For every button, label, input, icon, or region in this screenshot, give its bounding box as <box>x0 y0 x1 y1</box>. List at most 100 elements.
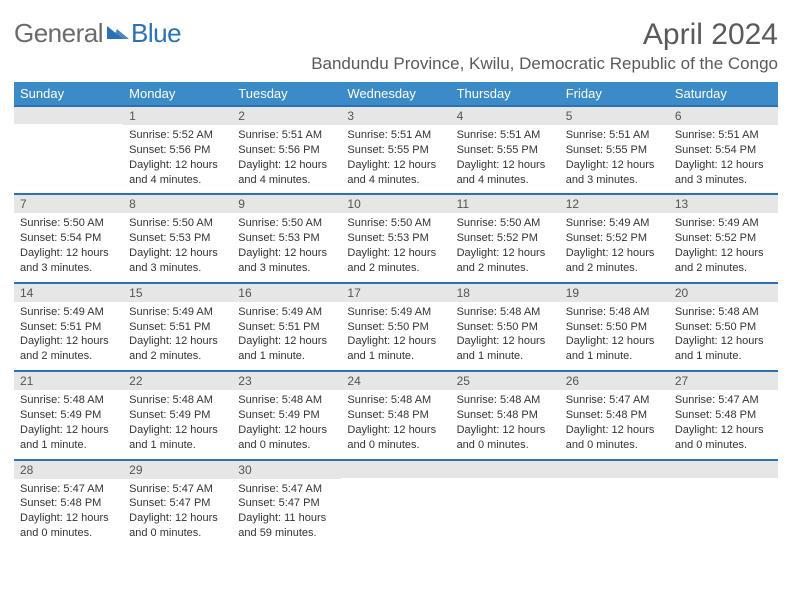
calendar-cell: 10Sunrise: 5:50 AMSunset: 5:53 PMDayligh… <box>341 193 450 281</box>
day-detail: Sunrise: 5:48 AMSunset: 5:48 PMDaylight:… <box>451 390 560 458</box>
calendar-cell <box>451 459 560 547</box>
calendar-cell: 27Sunrise: 5:47 AMSunset: 5:48 PMDayligh… <box>669 370 778 458</box>
calendar-cell: 19Sunrise: 5:48 AMSunset: 5:50 PMDayligh… <box>560 282 669 370</box>
day-number: 15 <box>123 282 232 302</box>
calendar-body: 1Sunrise: 5:52 AMSunset: 5:56 PMDaylight… <box>14 105 778 547</box>
day-detail: Sunrise: 5:50 AMSunset: 5:54 PMDaylight:… <box>14 213 123 281</box>
calendar-cell: 13Sunrise: 5:49 AMSunset: 5:52 PMDayligh… <box>669 193 778 281</box>
location-line: Bandundu Province, Kwilu, Democratic Rep… <box>14 54 778 74</box>
calendar-cell: 22Sunrise: 5:48 AMSunset: 5:49 PMDayligh… <box>123 370 232 458</box>
day-detail: Sunrise: 5:50 AMSunset: 5:52 PMDaylight:… <box>451 213 560 281</box>
day-detail: Sunrise: 5:49 AMSunset: 5:52 PMDaylight:… <box>560 213 669 281</box>
calendar-cell: 28Sunrise: 5:47 AMSunset: 5:48 PMDayligh… <box>14 459 123 547</box>
day-number: 13 <box>669 193 778 213</box>
day-number: 29 <box>123 459 232 479</box>
weekday-header: Friday <box>560 82 669 105</box>
empty-day <box>14 105 123 124</box>
day-detail: Sunrise: 5:49 AMSunset: 5:50 PMDaylight:… <box>341 302 450 370</box>
calendar-cell: 9Sunrise: 5:50 AMSunset: 5:53 PMDaylight… <box>232 193 341 281</box>
day-number: 23 <box>232 370 341 390</box>
logo-text-general: General <box>14 18 103 49</box>
day-number: 25 <box>451 370 560 390</box>
day-detail: Sunrise: 5:49 AMSunset: 5:51 PMDaylight:… <box>232 302 341 370</box>
calendar-cell: 30Sunrise: 5:47 AMSunset: 5:47 PMDayligh… <box>232 459 341 547</box>
day-detail: Sunrise: 5:52 AMSunset: 5:56 PMDaylight:… <box>123 125 232 193</box>
calendar-cell: 8Sunrise: 5:50 AMSunset: 5:53 PMDaylight… <box>123 193 232 281</box>
day-detail: Sunrise: 5:49 AMSunset: 5:51 PMDaylight:… <box>123 302 232 370</box>
weekday-header: Wednesday <box>341 82 450 105</box>
calendar-cell: 23Sunrise: 5:48 AMSunset: 5:49 PMDayligh… <box>232 370 341 458</box>
day-detail: Sunrise: 5:48 AMSunset: 5:49 PMDaylight:… <box>14 390 123 458</box>
logo-triangle-icon <box>107 24 129 47</box>
day-number: 19 <box>560 282 669 302</box>
day-detail: Sunrise: 5:48 AMSunset: 5:49 PMDaylight:… <box>232 390 341 458</box>
day-number: 10 <box>341 193 450 213</box>
empty-day <box>341 459 450 478</box>
calendar-cell: 15Sunrise: 5:49 AMSunset: 5:51 PMDayligh… <box>123 282 232 370</box>
day-number: 3 <box>341 105 450 125</box>
day-detail: Sunrise: 5:48 AMSunset: 5:50 PMDaylight:… <box>669 302 778 370</box>
empty-day <box>560 459 669 478</box>
weekday-header: Tuesday <box>232 82 341 105</box>
day-number: 16 <box>232 282 341 302</box>
calendar-cell <box>669 459 778 547</box>
header: General Blue April 2024 <box>14 18 778 52</box>
day-detail: Sunrise: 5:49 AMSunset: 5:51 PMDaylight:… <box>14 302 123 370</box>
day-number: 27 <box>669 370 778 390</box>
calendar-cell: 2Sunrise: 5:51 AMSunset: 5:56 PMDaylight… <box>232 105 341 193</box>
day-detail: Sunrise: 5:50 AMSunset: 5:53 PMDaylight:… <box>341 213 450 281</box>
calendar-cell: 25Sunrise: 5:48 AMSunset: 5:48 PMDayligh… <box>451 370 560 458</box>
calendar-cell: 14Sunrise: 5:49 AMSunset: 5:51 PMDayligh… <box>14 282 123 370</box>
day-number: 28 <box>14 459 123 479</box>
calendar-cell <box>560 459 669 547</box>
day-number: 21 <box>14 370 123 390</box>
day-number: 5 <box>560 105 669 125</box>
calendar-cell: 4Sunrise: 5:51 AMSunset: 5:55 PMDaylight… <box>451 105 560 193</box>
day-detail: Sunrise: 5:50 AMSunset: 5:53 PMDaylight:… <box>232 213 341 281</box>
calendar-cell: 21Sunrise: 5:48 AMSunset: 5:49 PMDayligh… <box>14 370 123 458</box>
calendar-cell: 11Sunrise: 5:50 AMSunset: 5:52 PMDayligh… <box>451 193 560 281</box>
day-detail: Sunrise: 5:48 AMSunset: 5:50 PMDaylight:… <box>451 302 560 370</box>
day-detail: Sunrise: 5:50 AMSunset: 5:53 PMDaylight:… <box>123 213 232 281</box>
day-number: 2 <box>232 105 341 125</box>
month-title: April 2024 <box>643 18 778 52</box>
weekday-header: Sunday <box>14 82 123 105</box>
calendar-cell: 6Sunrise: 5:51 AMSunset: 5:54 PMDaylight… <box>669 105 778 193</box>
weekday-row: SundayMondayTuesdayWednesdayThursdayFrid… <box>14 82 778 105</box>
calendar-table: SundayMondayTuesdayWednesdayThursdayFrid… <box>14 82 778 547</box>
day-detail: Sunrise: 5:47 AMSunset: 5:48 PMDaylight:… <box>669 390 778 458</box>
calendar-cell: 29Sunrise: 5:47 AMSunset: 5:47 PMDayligh… <box>123 459 232 547</box>
day-detail: Sunrise: 5:48 AMSunset: 5:48 PMDaylight:… <box>341 390 450 458</box>
day-number: 24 <box>341 370 450 390</box>
empty-day <box>669 459 778 478</box>
empty-day <box>451 459 560 478</box>
calendar-cell <box>14 105 123 193</box>
weekday-header: Monday <box>123 82 232 105</box>
calendar-cell <box>341 459 450 547</box>
day-number: 20 <box>669 282 778 302</box>
logo-text-blue: Blue <box>131 18 181 49</box>
calendar-cell: 12Sunrise: 5:49 AMSunset: 5:52 PMDayligh… <box>560 193 669 281</box>
weekday-header: Saturday <box>669 82 778 105</box>
calendar-cell: 16Sunrise: 5:49 AMSunset: 5:51 PMDayligh… <box>232 282 341 370</box>
day-number: 7 <box>14 193 123 213</box>
day-detail: Sunrise: 5:49 AMSunset: 5:52 PMDaylight:… <box>669 213 778 281</box>
day-detail: Sunrise: 5:51 AMSunset: 5:54 PMDaylight:… <box>669 125 778 193</box>
day-detail: Sunrise: 5:48 AMSunset: 5:49 PMDaylight:… <box>123 390 232 458</box>
day-detail: Sunrise: 5:51 AMSunset: 5:56 PMDaylight:… <box>232 125 341 193</box>
calendar-cell: 26Sunrise: 5:47 AMSunset: 5:48 PMDayligh… <box>560 370 669 458</box>
day-number: 8 <box>123 193 232 213</box>
day-number: 4 <box>451 105 560 125</box>
day-detail: Sunrise: 5:48 AMSunset: 5:50 PMDaylight:… <box>560 302 669 370</box>
calendar-cell: 17Sunrise: 5:49 AMSunset: 5:50 PMDayligh… <box>341 282 450 370</box>
day-number: 30 <box>232 459 341 479</box>
day-number: 1 <box>123 105 232 125</box>
calendar-cell: 1Sunrise: 5:52 AMSunset: 5:56 PMDaylight… <box>123 105 232 193</box>
calendar-cell: 24Sunrise: 5:48 AMSunset: 5:48 PMDayligh… <box>341 370 450 458</box>
day-number: 11 <box>451 193 560 213</box>
day-detail: Sunrise: 5:51 AMSunset: 5:55 PMDaylight:… <box>560 125 669 193</box>
calendar-cell: 7Sunrise: 5:50 AMSunset: 5:54 PMDaylight… <box>14 193 123 281</box>
day-number: 18 <box>451 282 560 302</box>
day-detail: Sunrise: 5:51 AMSunset: 5:55 PMDaylight:… <box>341 125 450 193</box>
day-detail: Sunrise: 5:47 AMSunset: 5:47 PMDaylight:… <box>232 479 341 547</box>
